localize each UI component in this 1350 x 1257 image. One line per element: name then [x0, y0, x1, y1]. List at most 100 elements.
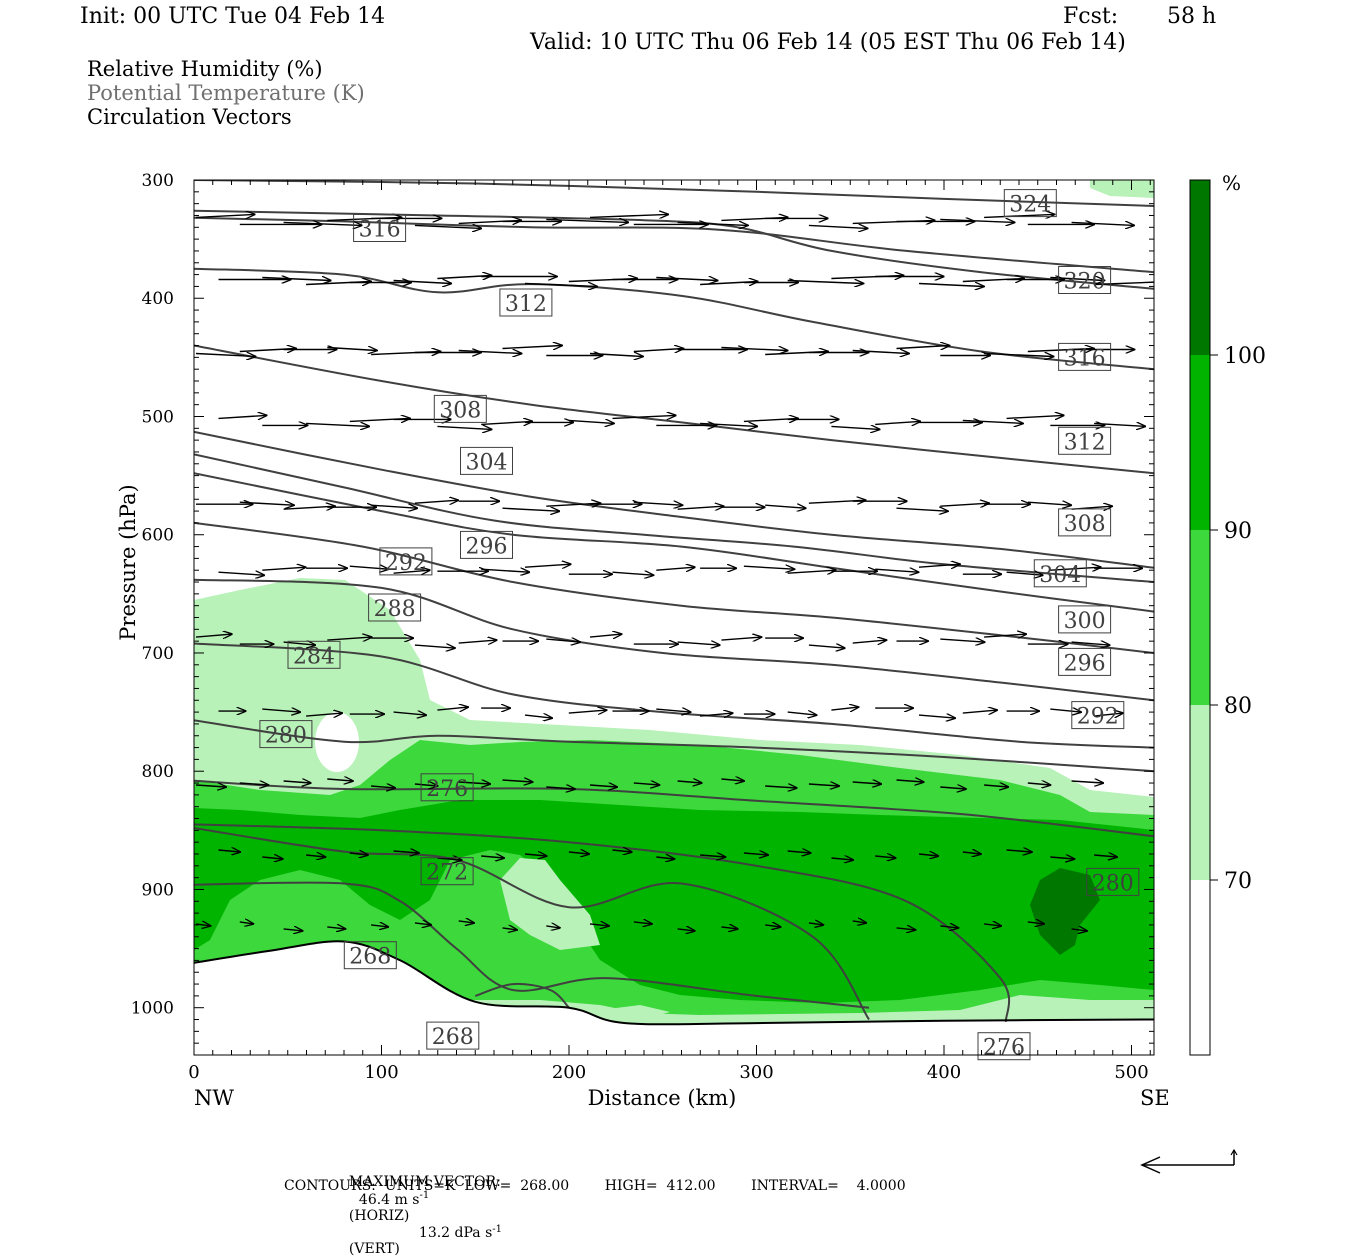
- circulation-vector: [896, 346, 950, 349]
- circulation-vector: [414, 645, 455, 648]
- theta-contour-308: [194, 344, 1154, 475]
- circulation-vector: [218, 415, 267, 418]
- theta-label-text: 316: [359, 218, 401, 243]
- theta-label-text: 312: [1064, 430, 1106, 455]
- circulation-vector: [283, 642, 316, 645]
- x-tick-label-200: 200: [552, 1062, 586, 1083]
- x-end-label-se: SE: [1140, 1086, 1170, 1110]
- circulation-vector: [1006, 572, 1043, 575]
- theta-label-288: 288: [368, 593, 422, 622]
- circulation-vector: [677, 929, 695, 931]
- circulation-vector: [349, 566, 388, 569]
- circulation-vector: [656, 709, 690, 712]
- theta-label-text: 276: [983, 1036, 1025, 1061]
- circulation-vector: [306, 713, 342, 716]
- colorbar-level-70: 70: [1224, 869, 1252, 894]
- theta-label-text: 268: [432, 1025, 474, 1050]
- colorbar-band-below: [1190, 880, 1210, 1055]
- forecast-label: Fcst:: [1063, 4, 1119, 29]
- theta-contour-316: [194, 216, 1154, 274]
- forecast-hour: 58 h: [1167, 4, 1217, 29]
- circulation-vector: [700, 423, 757, 426]
- circulation-vector: [1027, 922, 1044, 924]
- circulation-vector: [414, 784, 438, 786]
- circulation-vector: [524, 715, 552, 718]
- circulation-vector: [239, 502, 294, 505]
- legend-circulation-vectors: Circulation Vectors: [87, 105, 292, 129]
- circulation-vector: [262, 857, 282, 859]
- theta-label-292: 292: [379, 547, 433, 576]
- circulation-vector: [393, 281, 452, 284]
- circulation-vector: [962, 420, 1023, 423]
- circulation-vector: [1094, 281, 1154, 286]
- circulation-vector: [1071, 642, 1110, 645]
- circulation-vector: [458, 351, 522, 354]
- theta-label-text: 280: [1092, 871, 1134, 896]
- x-tick-label-500: 500: [1114, 1062, 1148, 1083]
- circulation-vector: [787, 712, 817, 715]
- circulation-vector: [283, 781, 311, 783]
- circulation-vector: [393, 570, 430, 573]
- circulation-vector: [612, 572, 654, 575]
- circulation-vector: [984, 924, 1001, 926]
- circulation-vector: [1071, 781, 1104, 783]
- theta-label-296: 296: [1058, 647, 1112, 676]
- theta-contour-324: [194, 180, 1154, 207]
- circulation-vector: [437, 858, 461, 860]
- y-axis-title: Pressure (hPa): [116, 484, 140, 640]
- circulation-vector: [524, 284, 597, 287]
- theta-label-text: 312: [505, 292, 547, 317]
- circulation-vector: [612, 415, 676, 418]
- circulation-vector: [1006, 415, 1064, 418]
- circulation-vector: [743, 566, 794, 569]
- circulation-vector: [984, 634, 1026, 637]
- circulation-vector: [502, 928, 517, 930]
- terrain-line: [194, 940, 1154, 1026]
- theta-label-308: 308: [433, 394, 487, 423]
- circulation-vector: [327, 637, 371, 640]
- theta-label-316: 316: [1058, 342, 1112, 371]
- circulation-vector: [875, 569, 918, 572]
- circulation-vector: [239, 783, 268, 785]
- circulation-vector: [787, 570, 836, 573]
- contour-info: CONTOURS: UNITS=K LOW= 268.00 HIGH= 412.…: [284, 1178, 906, 1194]
- circulation-vector: [218, 850, 241, 852]
- theta-label-296: 296: [460, 530, 513, 559]
- circulation-vector: [808, 923, 823, 925]
- theta-label-304: 304: [460, 446, 513, 475]
- theta-contour-268: [474, 982, 570, 1009]
- circulation-vector: [371, 925, 388, 927]
- theta-labels: 324 316 320 312 316 308 312 304 308 296 292 304 288 3…: [259, 189, 1140, 1061]
- circulation-vector: [677, 642, 720, 645]
- circulation-vectors: [195, 214, 1154, 931]
- circulation-vector: [481, 856, 504, 858]
- colorbar: % 100 90 80 70: [1189, 171, 1266, 1056]
- theta-contour-278: [194, 823, 1011, 1023]
- cross-section-chart: 324 316 320 312 316 308 312 304 308 296 292 304 288 3…: [116, 171, 1266, 1174]
- theta-contour-282: [194, 719, 1154, 773]
- x-end-label-nw: NW: [194, 1086, 234, 1110]
- colorbar-unit: %: [1222, 171, 1241, 195]
- circulation-vector: [195, 924, 210, 926]
- circulation-vector: [677, 222, 748, 225]
- theta-label-272: 272: [420, 857, 474, 886]
- circulation-vector: [633, 783, 660, 785]
- circulation-vector: [721, 927, 737, 929]
- circulation-vector: [984, 785, 1008, 787]
- circulation-vector: [656, 857, 674, 859]
- circulation-vector: [589, 634, 622, 637]
- circulation-vector: [481, 569, 529, 572]
- x-tick-label-100: 100: [364, 1062, 398, 1083]
- theta-label-text: 280: [265, 724, 307, 749]
- rh-100-region: [1030, 868, 1100, 955]
- theta-label-text: 268: [349, 945, 391, 970]
- colorbar-band-80: [1190, 530, 1210, 705]
- theta-label-text: 292: [385, 551, 427, 576]
- theta-label-300: 300: [1058, 605, 1112, 634]
- theta-contour-284: [194, 642, 1154, 749]
- y-tick-label-1000: 1000: [131, 999, 174, 1019]
- legend-potential-temperature: Potential Temperature (K): [87, 81, 365, 105]
- humidity-shading: [194, 180, 1154, 1055]
- theta-label-text: 276: [426, 777, 468, 802]
- circulation-vector: [633, 349, 684, 352]
